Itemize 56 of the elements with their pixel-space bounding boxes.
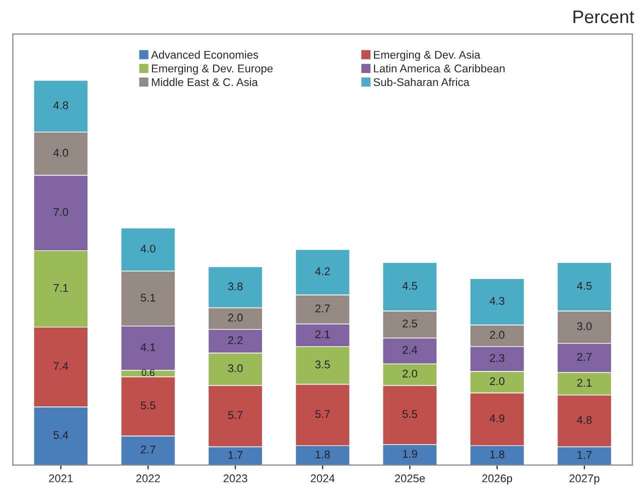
data-label: 1.8 (490, 450, 504, 458)
data-label: 5.4 (54, 431, 68, 439)
data-label: 2.2 (228, 336, 243, 344)
legend-label: Latin America & Caribbean (374, 64, 505, 72)
data-label: 2.0 (402, 370, 418, 378)
data-label: 2.5 (402, 320, 418, 328)
data-label: 4.2 (315, 267, 330, 276)
x-tick-label: 2021 (49, 474, 73, 482)
legend-label: Advanced Economies (151, 50, 258, 59)
data-label: 3.5 (315, 360, 330, 368)
data-label: 4.9 (490, 414, 504, 422)
data-label: 2.0 (228, 314, 243, 322)
data-label: 5.5 (140, 402, 156, 410)
x-tick-label: 2024 (310, 474, 335, 482)
data-label: 3.8 (228, 282, 243, 290)
data-label: 3.0 (228, 364, 243, 372)
data-label: 7.1 (54, 284, 68, 292)
data-label: 0.6 (142, 369, 154, 376)
data-label: 7.0 (54, 208, 68, 216)
data-label: 3.0 (577, 322, 592, 330)
data-label: 5.5 (402, 410, 418, 418)
data-label: 4.0 (53, 148, 68, 157)
data-label: 2.1 (577, 378, 592, 387)
x-tick-label: 2022 (136, 474, 160, 482)
data-label: 2.1 (315, 330, 330, 338)
x-tick-label: 2027p (569, 474, 600, 484)
data-label: 4.0 (140, 244, 156, 253)
data-label: 2.0 (490, 377, 504, 386)
data-label: 1.7 (228, 451, 243, 459)
data-label: 2.0 (490, 330, 504, 339)
data-label: 4.8 (576, 416, 592, 424)
x-tick-label: 2023 (224, 474, 248, 482)
x-tick-label: 2025e (394, 474, 425, 482)
data-label: 2.7 (577, 352, 592, 361)
data-label: 4.1 (140, 343, 156, 352)
data-label: 2.7 (140, 446, 156, 454)
legend-label: Emerging & Dev. Asia (374, 50, 480, 61)
data-label: 4.8 (53, 101, 68, 110)
x-tick-label: 2026p (482, 474, 512, 484)
data-label: 1.7 (578, 451, 592, 459)
legend-label: Middle East & C. Asia (152, 78, 258, 86)
data-label: 2.3 (490, 354, 504, 362)
data-label: 2.7 (315, 304, 330, 312)
data-label: 4.5 (402, 282, 418, 290)
data-label: 5.7 (315, 410, 330, 418)
legend-label: Emerging & Dev. Europe (152, 64, 273, 75)
data-label: 1.8 (316, 450, 330, 458)
data-label: 2.4 (402, 346, 418, 354)
data-label: 4.3 (490, 296, 504, 305)
data-label: 5.1 (140, 294, 156, 302)
data-label: 5.7 (228, 411, 243, 420)
chart-subtitle: Percent (574, 10, 634, 24)
data-label: 7.4 (54, 362, 68, 370)
data-label: 4.5 (576, 282, 592, 290)
data-label: 1.9 (402, 450, 418, 458)
legend-label: Sub-Saharan Africa (374, 78, 470, 86)
